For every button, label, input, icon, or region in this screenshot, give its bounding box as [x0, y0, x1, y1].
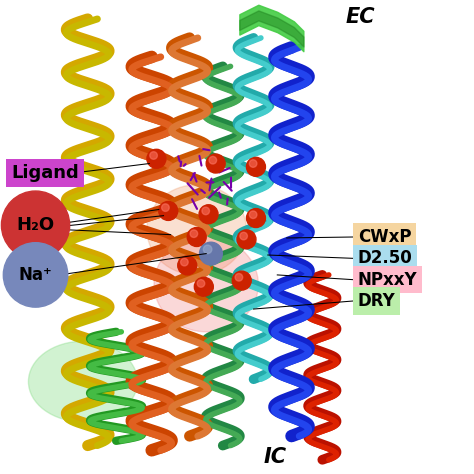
Circle shape: [3, 243, 68, 307]
Circle shape: [197, 280, 205, 287]
Circle shape: [150, 152, 157, 159]
Circle shape: [190, 230, 198, 237]
Circle shape: [162, 204, 169, 211]
Circle shape: [202, 207, 210, 215]
Circle shape: [181, 258, 188, 266]
Circle shape: [249, 160, 257, 167]
Circle shape: [200, 242, 222, 265]
Circle shape: [178, 256, 197, 275]
Circle shape: [1, 191, 70, 259]
Text: Ligand: Ligand: [11, 164, 79, 182]
Circle shape: [194, 277, 213, 296]
Text: Na⁺: Na⁺: [18, 266, 53, 284]
Circle shape: [199, 205, 218, 224]
Text: D2.50: D2.50: [358, 249, 413, 267]
Circle shape: [235, 273, 243, 281]
Circle shape: [203, 245, 212, 254]
Circle shape: [206, 154, 225, 173]
Text: IC: IC: [264, 447, 286, 467]
Text: NPxxY: NPxxY: [358, 271, 418, 289]
Circle shape: [187, 228, 206, 246]
Circle shape: [209, 156, 217, 164]
Circle shape: [249, 211, 257, 219]
Text: DRY: DRY: [358, 292, 396, 310]
Circle shape: [240, 232, 247, 240]
Circle shape: [246, 209, 265, 228]
Text: CWxP: CWxP: [358, 228, 411, 246]
Circle shape: [246, 157, 265, 176]
Ellipse shape: [154, 237, 258, 332]
Circle shape: [159, 201, 178, 220]
Ellipse shape: [28, 341, 137, 422]
Ellipse shape: [147, 185, 246, 275]
Circle shape: [232, 271, 251, 290]
Circle shape: [237, 230, 256, 249]
Text: H₂O: H₂O: [17, 216, 55, 234]
Text: EC: EC: [346, 7, 375, 27]
Circle shape: [147, 149, 166, 168]
